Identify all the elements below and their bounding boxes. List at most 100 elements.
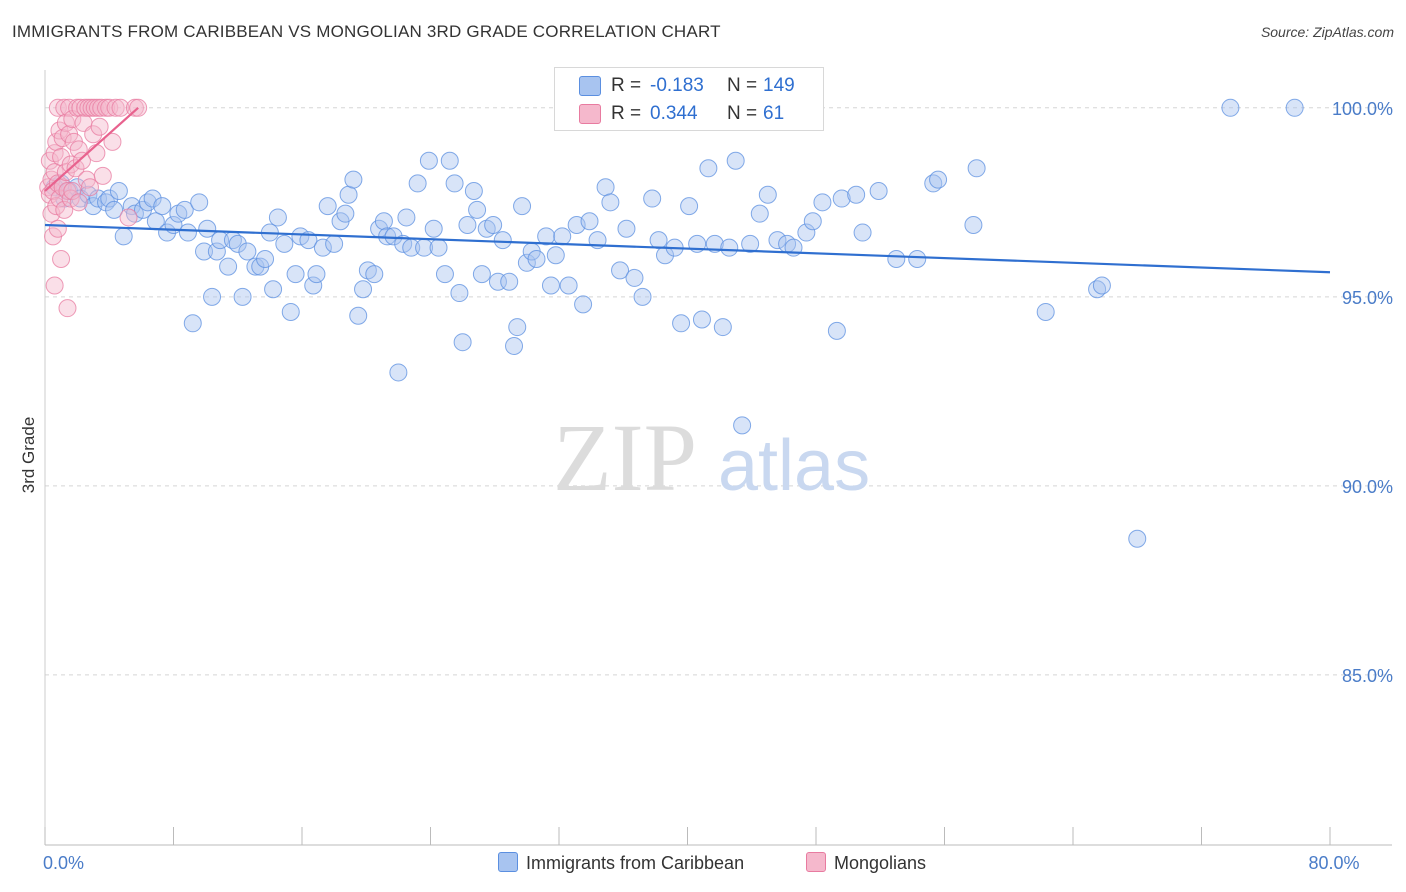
caribbean-point <box>908 250 927 269</box>
y-tick-label: 95.0% <box>1342 288 1393 308</box>
watermark-atlas: atlas <box>718 426 870 506</box>
caribbean-point <box>228 234 247 253</box>
legend-row-caribbean: R = -0.183 N = 149 <box>555 73 823 99</box>
watermark-zip: ZIP <box>553 404 697 511</box>
caribbean-point <box>313 238 332 257</box>
caribbean-point <box>286 265 305 284</box>
caribbean-point <box>869 181 888 200</box>
caribbean-point <box>389 363 408 382</box>
caribbean-point <box>256 250 275 269</box>
caribbean-point <box>832 189 851 208</box>
chart-title: IMMIGRANTS FROM CARIBBEAN VS MONGOLIAN 3… <box>12 22 721 41</box>
caribbean-point <box>424 219 443 238</box>
caribbean-point <box>246 257 265 276</box>
caribbean-point <box>183 314 202 333</box>
caribbean-point <box>195 242 214 261</box>
mongolian-point <box>87 144 106 163</box>
caribbean-point <box>325 234 344 253</box>
mongolian-point <box>111 98 130 117</box>
caribbean-point <box>336 204 355 223</box>
caribbean-point <box>365 265 384 284</box>
caribbean-point <box>114 227 133 246</box>
caribbean-point <box>1285 98 1304 117</box>
caribbean-point <box>633 287 652 306</box>
gridlines <box>45 107 1392 676</box>
legend-n-label: N = <box>727 75 758 96</box>
trend-lines <box>44 106 1331 274</box>
caribbean-point <box>887 250 906 269</box>
caribbean-point <box>574 295 593 314</box>
caribbean-point <box>726 151 745 170</box>
caribbean-point <box>275 234 294 253</box>
caribbean-point <box>203 287 222 306</box>
caribbean-point <box>153 197 172 216</box>
caribbean-point <box>304 276 323 295</box>
caribbean-trend-line <box>44 223 1331 274</box>
caribbean-point <box>750 204 769 223</box>
caribbean-point <box>435 265 454 284</box>
caribbean-point <box>190 193 209 212</box>
caribbean-point <box>847 185 866 204</box>
caribbean-point <box>713 318 732 337</box>
mongolian-point <box>84 125 103 144</box>
caribbean-point <box>233 287 252 306</box>
caribbean-point <box>1221 98 1240 117</box>
caribbean-point <box>408 174 427 193</box>
caribbean-point <box>143 189 162 208</box>
caribbean-point <box>1128 529 1147 548</box>
bottom-legend-swatch-mongolians <box>806 852 826 872</box>
caribbean-point <box>733 416 752 435</box>
mongolian-point <box>72 151 91 170</box>
caribbean-point <box>546 246 565 265</box>
caribbean-point <box>827 321 846 340</box>
caribbean-point <box>541 276 560 295</box>
tick-labels: 100.0% 95.0% 90.0% 85.0% 0.0% 80.0% <box>43 99 1393 873</box>
caribbean-point <box>472 265 491 284</box>
caribbean-point <box>207 242 226 261</box>
caribbean-point <box>741 234 760 253</box>
legend-r-value: -0.183 <box>650 75 704 96</box>
caribbean-point <box>458 216 477 234</box>
caribbean-point <box>625 268 644 287</box>
legend-r-value: 0.344 <box>650 103 698 124</box>
bottom-legend-label: Mongolians <box>834 853 927 873</box>
caribbean-point <box>601 193 620 212</box>
caribbean-point <box>109 181 128 200</box>
caribbean-point <box>611 261 630 280</box>
caribbean-point <box>596 178 615 197</box>
caribbean-point <box>672 314 691 333</box>
bottom-legend-swatch-caribbean <box>498 852 518 872</box>
caribbean-point <box>553 227 572 246</box>
caribbean-point <box>517 253 536 272</box>
caribbean-point <box>429 238 448 257</box>
caribbean-point <box>493 231 512 250</box>
caribbean-point <box>758 185 777 204</box>
caribbean-point <box>508 318 527 337</box>
caribbean-point <box>484 216 503 234</box>
bottom-legend-caribbean: Immigrants from Caribbean <box>498 852 744 874</box>
mongolian-point <box>48 219 67 238</box>
mongolian-point <box>58 299 77 318</box>
mongolian-trend-line <box>44 106 139 192</box>
axes <box>44 70 1392 846</box>
caribbean-point <box>813 193 832 212</box>
caribbean-point <box>513 197 532 216</box>
caribbean-point <box>354 280 373 299</box>
caribbean-point <box>853 223 872 242</box>
caribbean-point <box>803 212 822 231</box>
caribbean-point <box>649 231 668 250</box>
legend-row-mongolians: R = 0.344 N = 61 <box>555 101 823 127</box>
y-tick-label: 100.0% <box>1332 99 1393 119</box>
legend-r-label: R = <box>611 75 642 96</box>
caribbean-point <box>453 333 472 352</box>
legend-swatch-caribbean <box>579 76 601 96</box>
mongolian-point <box>106 98 125 117</box>
stats-legend: R = -0.183 N = 149 R = 0.344 N = 61 <box>554 67 824 131</box>
caribbean-point <box>339 185 358 204</box>
data-points <box>39 98 1304 548</box>
caribbean-point <box>264 280 283 299</box>
caribbean-point <box>705 234 724 253</box>
caribbean-point <box>468 200 487 219</box>
caribbean-point <box>559 276 578 295</box>
